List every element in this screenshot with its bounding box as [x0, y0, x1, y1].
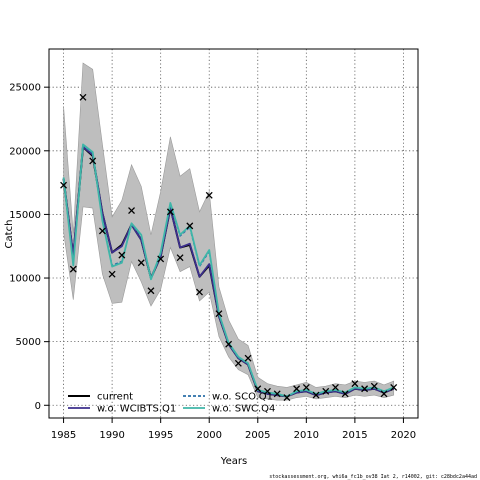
x-tick-label-1995: 1995 — [148, 430, 173, 441]
observed-marker-1998 — [186, 222, 194, 230]
observed-marker-1999 — [196, 288, 203, 296]
observed-marker-1988 — [89, 157, 97, 165]
x-tick-label-2005: 2005 — [245, 430, 270, 441]
observed-marker-2002 — [225, 340, 233, 348]
observed-marker-1991 — [118, 251, 126, 259]
observed-marker-1987 — [79, 93, 87, 101]
observed-marker-2010 — [302, 384, 310, 391]
observed-marker-1993 — [137, 259, 145, 267]
observed-marker-2007 — [273, 390, 281, 398]
observed-marker-2019 — [390, 384, 398, 391]
observed-marker-2014 — [341, 390, 349, 398]
legend-item-2: w.o. SCO.Q1 — [183, 392, 273, 403]
observed-marker-1995 — [157, 255, 165, 263]
y-tick-label-15000: 15000 — [9, 210, 41, 221]
x-tick-label-1990: 1990 — [99, 430, 124, 441]
observed-marker-2005 — [254, 385, 262, 393]
x-tick-label-2000: 2000 — [196, 430, 221, 441]
y-axis-title: Catch — [4, 220, 15, 249]
observed-marker-1990 — [108, 270, 116, 278]
observed-marker-2001 — [215, 310, 223, 318]
observed-marker-2003 — [234, 359, 242, 367]
footer-text: stockassessment.org, whi6a_fc1b_ov38 Iat… — [269, 474, 477, 480]
observed-marker-1994 — [147, 287, 155, 295]
legend-label-2: w.o. SCO.Q1 — [212, 392, 273, 403]
y-axis: 0 5000 10000 15000 20000 25000 — [9, 83, 49, 412]
y-tick-label-25000: 25000 — [9, 83, 41, 94]
observed-marker-2018 — [380, 390, 388, 398]
observed-marker-2012 — [322, 387, 330, 395]
observed-marker-2011 — [312, 391, 320, 399]
legend-item-3: w.o. SWC.Q4 — [183, 404, 275, 415]
observed-marker-2017 — [370, 382, 378, 390]
observed-marker-1996 — [166, 208, 174, 216]
x-tick-label-1985: 1985 — [51, 430, 76, 441]
observed-marker-2004 — [244, 354, 252, 362]
observed-markers — [60, 93, 398, 402]
observed-marker-2016 — [361, 385, 369, 393]
series-line-3 — [62, 143, 395, 398]
legend-label-1: w.o. WCIBTS.Q1 — [97, 404, 176, 415]
confidence-band — [63, 62, 395, 401]
observed-marker-2009 — [293, 385, 301, 393]
observed-marker-2006 — [264, 387, 271, 395]
plot-frame — [48, 48, 419, 419]
observed-marker-2008 — [283, 394, 291, 402]
y-tick-label-10000: 10000 — [9, 274, 41, 285]
y-tick-label-20000: 20000 — [9, 146, 41, 157]
observed-marker-2013 — [332, 384, 339, 391]
observed-marker-1992 — [128, 207, 135, 215]
y-tick-label-5000: 5000 — [16, 337, 41, 348]
x-axis-title: Years — [220, 456, 247, 467]
observed-marker-1997 — [176, 254, 184, 262]
observed-marker-1989 — [98, 227, 106, 235]
observed-marker-2000 — [205, 191, 213, 199]
legend-item-0: current — [68, 392, 133, 403]
observed-marker-1985 — [60, 181, 68, 189]
legend-item-1: w.o. WCIBTS.Q1 — [68, 404, 176, 415]
x-tick-label-2015: 2015 — [342, 430, 367, 441]
x-tick-label-2010: 2010 — [294, 430, 319, 441]
x-axis: 1985 1990 1995 2000 2005 2010 2015 2020 — [51, 418, 416, 441]
legend-label-0: current — [97, 392, 133, 403]
observed-marker-1986 — [69, 265, 77, 273]
observed-marker-2015 — [351, 380, 359, 388]
y-tick-label-0: 0 — [35, 401, 41, 412]
legend-label-3: w.o. SWC.Q4 — [212, 404, 275, 415]
x-tick-label-2020: 2020 — [391, 430, 416, 441]
